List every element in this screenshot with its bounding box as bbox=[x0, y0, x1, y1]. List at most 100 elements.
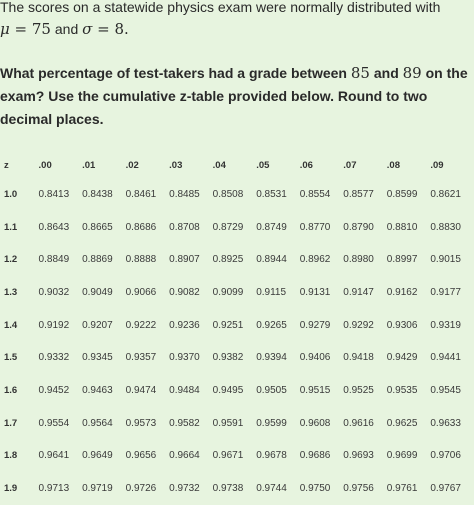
probability-cell: 0.9418 bbox=[343, 352, 374, 364]
z-value-cell: 1.6 bbox=[4, 384, 18, 396]
probability-cell: 0.9599 bbox=[256, 417, 287, 429]
z-table-column-header: .07 bbox=[343, 159, 357, 171]
z-table-body: 1.0 0.8413 0.8438 0.8461 0.8485 0.8508 0.8531 0… bbox=[0, 178, 474, 505]
and-text: and bbox=[54, 21, 79, 37]
z-table: z .00 .01 .02 .03 .04 .05 .06 .07 .08 .09 1.0 0.84… bbox=[0, 152, 474, 505]
probability-cell: 0.9345 bbox=[82, 352, 113, 364]
probability-cell: 0.9082 bbox=[169, 286, 200, 298]
probability-cell: 0.8461 bbox=[125, 188, 157, 200]
probability-cell: 0.8686 bbox=[125, 221, 157, 233]
probability-cell: 0.8749 bbox=[256, 221, 287, 233]
probability-cell: 0.8944 bbox=[256, 254, 287, 266]
probability-cell: 0.9535 bbox=[386, 384, 418, 396]
probability-cell: 0.9222 bbox=[125, 319, 157, 331]
z-table-column-header: .05 bbox=[256, 159, 270, 171]
probability-cell: 0.9015 bbox=[430, 254, 461, 266]
probability-cell: 0.9162 bbox=[386, 286, 418, 298]
z-table-column-header: .04 bbox=[212, 159, 226, 171]
table-row: 1.2 0.8849 0.8869 0.8888 0.8907 0.8925 0.8944 0… bbox=[0, 243, 474, 276]
z-table-column-header: .09 bbox=[430, 159, 444, 171]
table-row: 1.8 0.9641 0.9649 0.9656 0.9664 0.9671 0.9678 0… bbox=[0, 440, 474, 473]
probability-cell: 0.9192 bbox=[38, 319, 70, 331]
probability-cell: 0.9177 bbox=[430, 286, 461, 298]
table-row: 1.3 0.9032 0.9049 0.9066 0.9082 0.9099 0.9115 0… bbox=[0, 276, 474, 309]
z-value-cell: 1.1 bbox=[4, 221, 18, 233]
probability-cell: 0.8962 bbox=[299, 254, 331, 266]
probability-cell: 0.9236 bbox=[169, 319, 200, 331]
probability-cell: 0.8643 bbox=[38, 221, 70, 233]
probability-cell: 0.9505 bbox=[256, 384, 287, 396]
probability-cell: 0.9671 bbox=[212, 450, 244, 462]
table-row: 1.7 0.9554 0.9564 0.9573 0.9582 0.9591 0.9599 0… bbox=[0, 407, 474, 440]
sigma-value: 8. bbox=[114, 20, 129, 38]
probability-cell: 0.9099 bbox=[212, 286, 244, 298]
probability-cell: 0.9633 bbox=[430, 417, 461, 429]
table-row: 1.4 0.9192 0.9207 0.9222 0.9236 0.9251 0.9265 0… bbox=[0, 309, 474, 342]
probability-cell: 0.9207 bbox=[82, 319, 113, 331]
probability-cell: 0.9625 bbox=[386, 417, 418, 429]
probability-cell: 0.8810 bbox=[386, 221, 418, 233]
probability-cell: 0.9265 bbox=[256, 319, 287, 331]
probability-cell: 0.9641 bbox=[38, 450, 70, 462]
probability-cell: 0.8621 bbox=[430, 188, 461, 200]
probability-cell: 0.9664 bbox=[169, 450, 200, 462]
probability-cell: 0.9706 bbox=[430, 450, 461, 462]
probability-cell: 0.8485 bbox=[169, 188, 200, 200]
probability-cell: 0.8438 bbox=[82, 188, 113, 200]
probability-cell: 0.9049 bbox=[82, 286, 113, 298]
probability-cell: 0.9292 bbox=[343, 319, 374, 331]
sigma-expression: σ = 8. bbox=[82, 20, 129, 38]
probability-cell: 0.8665 bbox=[82, 221, 113, 233]
z-value-cell: 1.4 bbox=[4, 319, 18, 331]
probability-cell: 0.9441 bbox=[430, 352, 461, 364]
probability-cell: 0.8413 bbox=[38, 188, 70, 200]
upper-grade: 89 bbox=[402, 64, 422, 82]
z-table-column-header: .06 bbox=[299, 159, 313, 171]
probability-cell: 0.9693 bbox=[343, 450, 374, 462]
probability-cell: 0.9591 bbox=[212, 417, 244, 429]
probability-cell: 0.9382 bbox=[212, 352, 244, 364]
table-row: 1.0 0.8413 0.8438 0.8461 0.8485 0.8508 0.8531 0… bbox=[0, 178, 474, 211]
probability-cell: 0.9525 bbox=[343, 384, 374, 396]
probability-cell: 0.9251 bbox=[212, 319, 244, 331]
probability-cell: 0.8599 bbox=[386, 188, 418, 200]
probability-cell: 0.9573 bbox=[125, 417, 157, 429]
probability-cell: 0.9131 bbox=[299, 286, 331, 298]
probability-cell: 0.9554 bbox=[38, 417, 70, 429]
question-part-2: on the exam? Use the cumulative z-table … bbox=[0, 65, 468, 127]
probability-cell: 0.9656 bbox=[125, 450, 157, 462]
mu-value: 75 bbox=[31, 20, 51, 38]
probability-cell: 0.9699 bbox=[386, 450, 418, 462]
probability-cell: 0.8869 bbox=[82, 254, 113, 266]
probability-cell: 0.8554 bbox=[299, 188, 331, 200]
probability-cell: 0.8980 bbox=[343, 254, 374, 266]
probability-cell: 0.9370 bbox=[169, 352, 200, 364]
z-value-cell: 1.3 bbox=[4, 286, 18, 298]
table-row: 1.5 0.9332 0.9345 0.9357 0.9370 0.9382 0.9394 0… bbox=[0, 341, 474, 374]
mu-symbol: μ bbox=[0, 20, 10, 38]
probability-cell: 0.9649 bbox=[82, 450, 113, 462]
probability-cell: 0.9406 bbox=[299, 352, 331, 364]
probability-cell: 0.9429 bbox=[386, 352, 418, 364]
probability-cell: 0.9279 bbox=[299, 319, 331, 331]
probability-cell: 0.9452 bbox=[38, 384, 70, 396]
probability-cell: 0.9474 bbox=[125, 384, 157, 396]
probability-cell: 0.9678 bbox=[256, 450, 287, 462]
probability-cell: 0.8997 bbox=[386, 254, 418, 266]
probability-cell: 0.8925 bbox=[212, 254, 244, 266]
question-and: and bbox=[373, 65, 399, 81]
probability-cell: 0.9147 bbox=[343, 286, 374, 298]
z-table-column-header: .01 bbox=[82, 159, 96, 171]
z-value-cell: 1.2 bbox=[4, 254, 18, 266]
sigma-symbol: σ bbox=[82, 20, 93, 38]
z-table-header-row: z .00 .01 .02 .03 .04 .05 .06 .07 .08 .09 bbox=[0, 152, 474, 178]
z-table-column-header: .00 bbox=[38, 159, 52, 171]
equals-sign: = bbox=[97, 20, 110, 38]
probability-cell: 0.9686 bbox=[299, 450, 331, 462]
probability-cell: 0.8708 bbox=[169, 221, 200, 233]
probability-cell: 0.9066 bbox=[125, 286, 157, 298]
z-value-cell: 1.8 bbox=[4, 450, 18, 462]
z-value-cell: 1.7 bbox=[4, 417, 18, 429]
probability-cell: 0.9484 bbox=[169, 384, 200, 396]
probability-cell: 0.9032 bbox=[38, 286, 70, 298]
